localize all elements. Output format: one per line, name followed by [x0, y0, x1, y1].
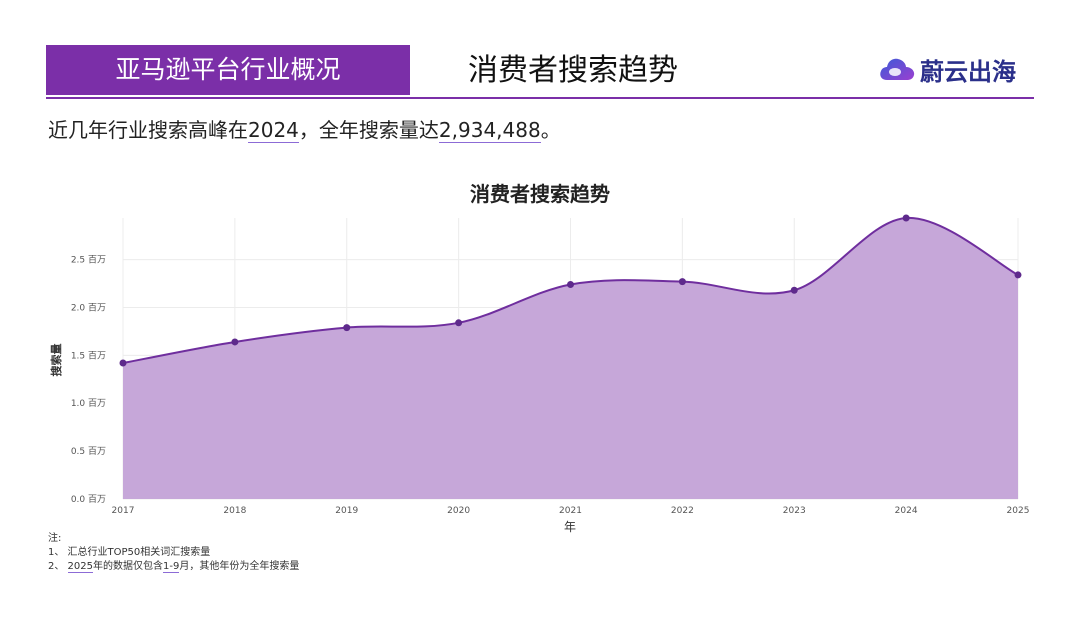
footnotes: 注: 1、 汇总行业TOP50相关词汇搜索量 2、 2025年的数据仅包含1-9… — [48, 532, 299, 574]
y-tick-label-2: 1.0 百万 — [71, 398, 106, 409]
cloud-logo-icon — [880, 58, 915, 80]
summary-suffix: 。 — [540, 118, 561, 142]
y-tick-label-3: 1.5 百万 — [71, 350, 106, 361]
x-tick-label-2019: 2019 — [335, 506, 358, 516]
note-2: 2、 2025年的数据仅包含1-9月，其他年份为全年搜索量 — [48, 560, 299, 574]
summary-prefix: 近几年行业搜索高峰在 — [48, 118, 248, 142]
logo-text: 蔚云出海 — [920, 57, 1016, 86]
y-tick-label-1: 0.5 百万 — [71, 446, 106, 457]
section-tab: 亚马逊平台行业概况 — [46, 45, 410, 95]
note-2-year: 2025 — [67, 561, 93, 573]
brand-logo: 蔚云出海 — [878, 49, 1016, 89]
data-point-2023 — [790, 286, 798, 294]
data-point-2021 — [567, 281, 574, 289]
marker-layer — [119, 214, 1022, 367]
x-tick-label-2024: 2024 — [895, 506, 918, 516]
peak-value: 2,934,488 — [438, 118, 541, 143]
chart-title: 消费者搜索趋势 — [470, 182, 610, 206]
x-tick-label-2018: 2018 — [223, 506, 246, 516]
slide-header: 亚马逊平台行业概况 消费者搜索趋势 蔚云出海 — [46, 45, 1034, 99]
x-axis-label: 年 — [564, 520, 576, 534]
data-point-2017 — [119, 359, 127, 367]
series-line — [122, 216, 1019, 365]
x-tick-label-2020: 2020 — [447, 506, 470, 516]
x-tick-label-2021: 2021 — [559, 506, 582, 516]
y-tick-label-0: 0.0 百万 — [71, 494, 106, 505]
area-fill — [123, 217, 1018, 499]
note-2-range: 1-9 — [163, 561, 180, 573]
x-tick-label-2023: 2023 — [783, 506, 806, 516]
note-1: 1、 汇总行业TOP50相关词汇搜索量 — [48, 547, 211, 558]
y-tick-label-5: 2.5 百万 — [71, 255, 106, 266]
note-2-suffix: 月，其他年份为全年搜索量 — [179, 561, 300, 572]
summary-middle: ，全年搜索量达 — [298, 118, 439, 142]
data-point-2025 — [1014, 271, 1022, 279]
x-tick-label-2025: 2025 — [1007, 506, 1030, 516]
x-tick-label-2017: 2017 — [112, 506, 135, 516]
page-title: 消费者搜索趋势 — [468, 53, 678, 88]
note-2-mid: 年的数据仅包含 — [93, 561, 163, 572]
data-point-2020 — [455, 319, 463, 327]
notes-heading: 注: — [48, 533, 62, 544]
y-axis-label: 搜索量 — [49, 344, 63, 377]
x-tick-labels: 2017 2018 2019 2020 2021 2022 2023 2024 2025 — [112, 506, 1030, 516]
summary-text: 近几年行业搜索高峰在2024，全年搜索量达2,934,488。 — [48, 114, 561, 143]
data-point-2019 — [343, 324, 351, 332]
x-tick-label-2022: 2022 — [671, 506, 694, 516]
y-tick-labels: 0.0 百万 0.5 百万 1.0 百万 1.5 百万 2.0 百万 2.5 百万 — [71, 255, 106, 505]
peak-year: 2024 — [248, 118, 299, 143]
data-point-2024 — [902, 214, 910, 222]
y-tick-label-4: 2.0 百万 — [71, 302, 106, 313]
data-point-2022 — [678, 278, 686, 286]
data-point-2018 — [231, 338, 239, 346]
note-2-prefix: 2、 — [48, 561, 68, 572]
